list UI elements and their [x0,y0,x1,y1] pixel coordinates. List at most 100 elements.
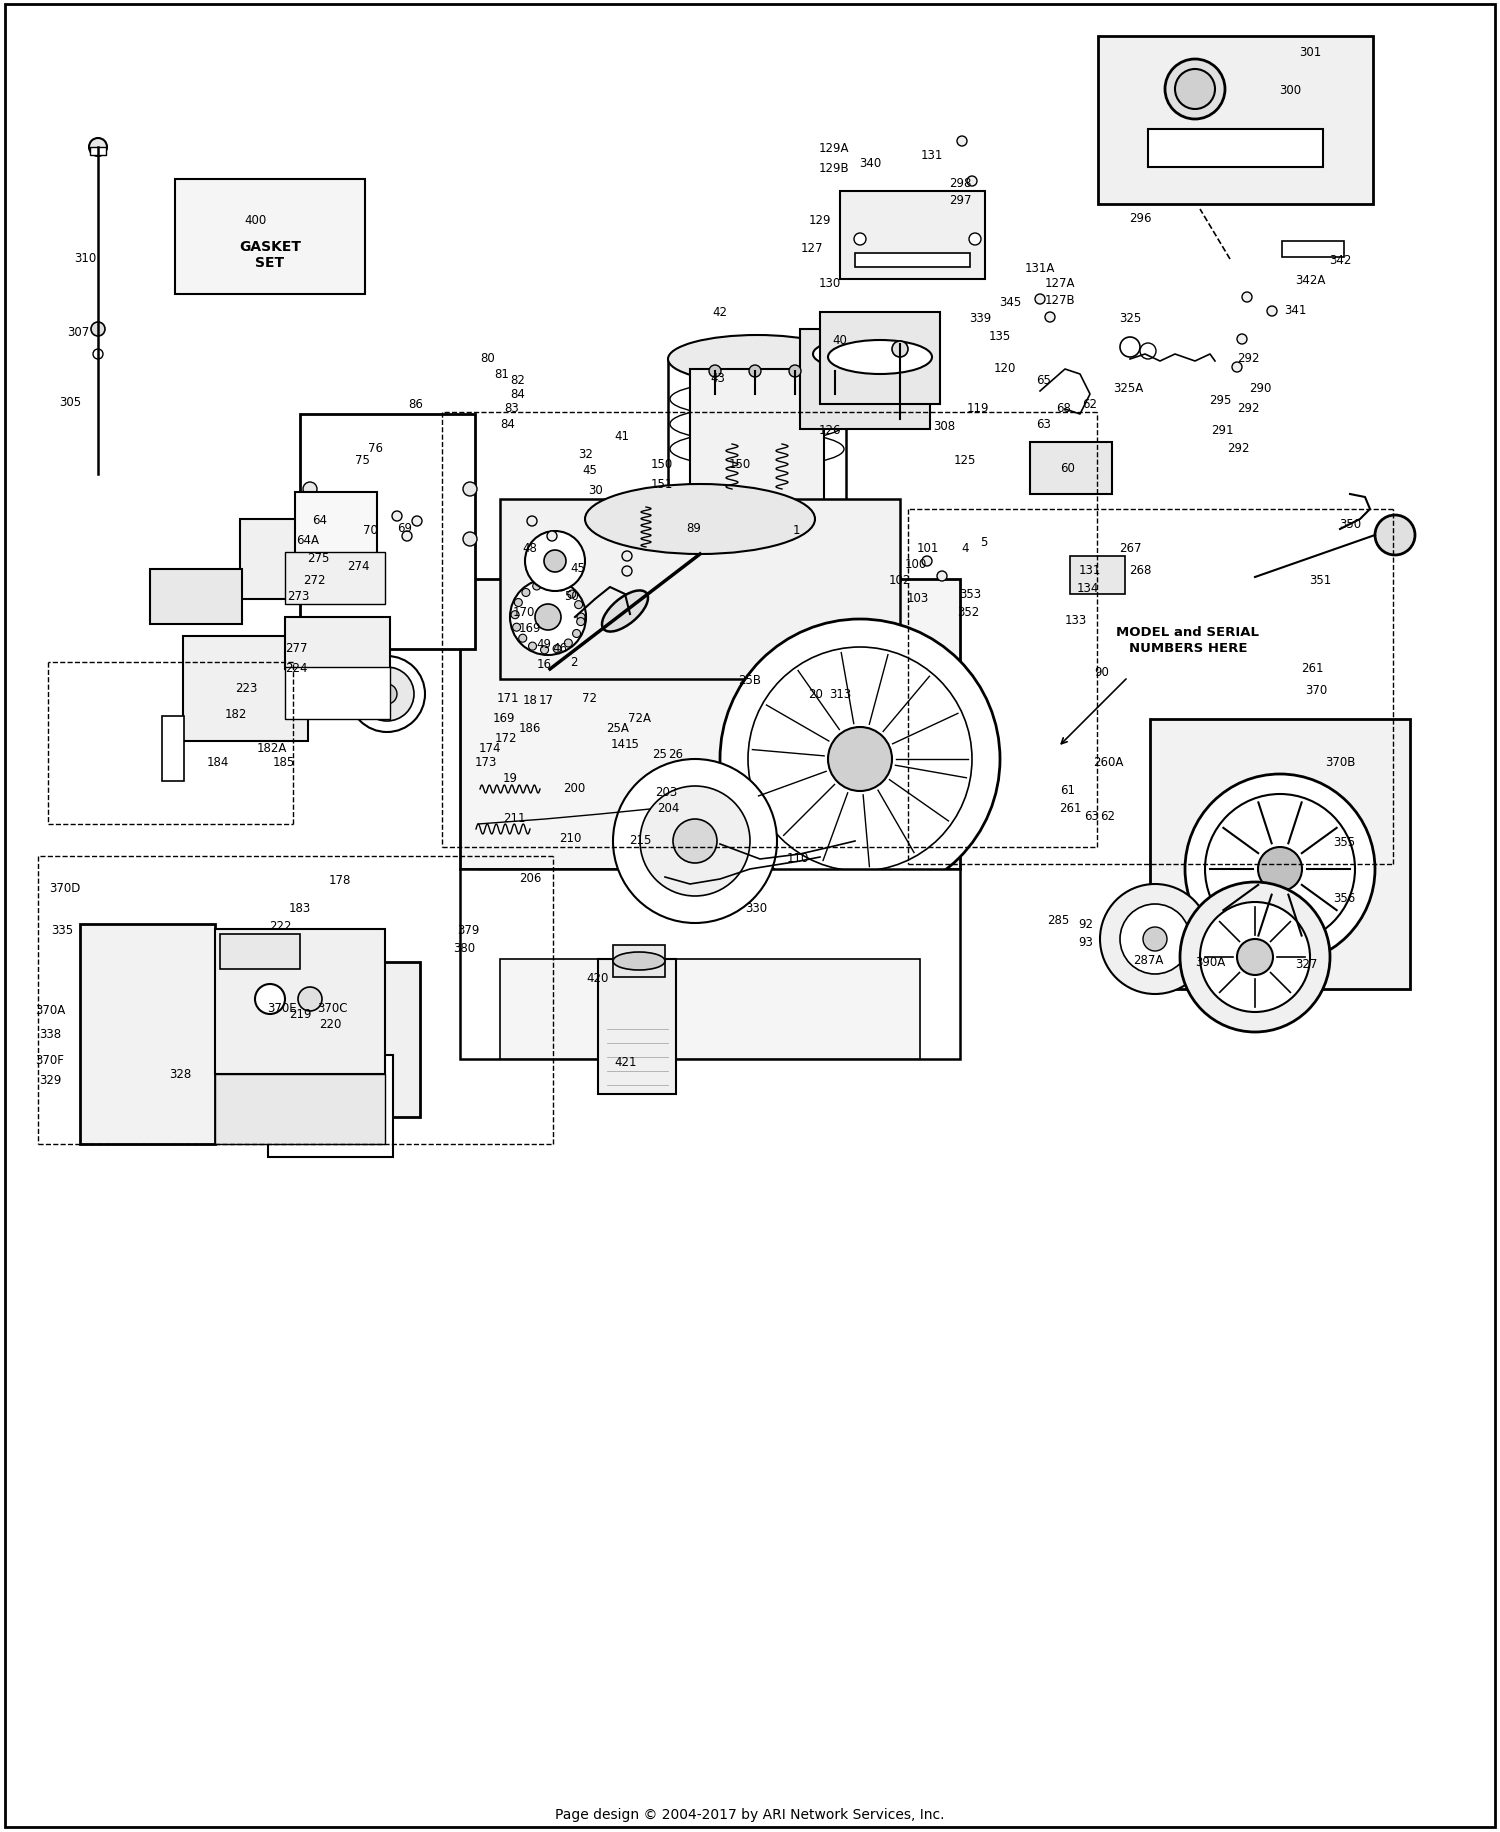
Text: 339: 339 [969,311,992,324]
Text: 129A: 129A [819,141,849,154]
Text: 335: 335 [51,923,74,936]
Text: 421: 421 [615,1055,638,1068]
Text: 83: 83 [504,401,519,414]
Text: 61: 61 [1060,782,1076,797]
Text: 135: 135 [988,330,1011,343]
Text: 81: 81 [495,366,510,381]
Circle shape [748,649,972,872]
Text: 305: 305 [58,396,81,409]
Text: 182: 182 [225,707,248,720]
Text: 46: 46 [552,641,567,654]
Text: 110: 110 [788,852,808,865]
Bar [1282,242,1344,258]
Bar [285,667,390,720]
Text: 151: 151 [651,478,674,491]
Circle shape [1242,293,1252,302]
Text: 356: 356 [1334,890,1354,903]
Bar [176,180,364,295]
Text: 1: 1 [792,524,800,537]
Text: 103: 103 [908,592,928,605]
Text: 296: 296 [1128,211,1150,224]
Text: 295: 295 [1209,394,1231,407]
Bar [500,960,920,1059]
Text: 274: 274 [346,559,369,572]
Text: 25: 25 [652,747,668,760]
Text: 70: 70 [363,524,378,537]
Text: 292: 292 [1236,352,1258,365]
Text: 48: 48 [522,540,537,555]
Circle shape [402,531,412,542]
Text: MODEL and SERIAL: MODEL and SERIAL [1116,625,1260,638]
Circle shape [303,533,316,546]
Bar [800,330,930,431]
Text: 342A: 342A [1294,273,1324,286]
Circle shape [622,551,632,562]
Bar [162,716,184,782]
Text: 291: 291 [1210,423,1233,436]
Text: 298: 298 [950,176,970,189]
Ellipse shape [602,592,648,632]
Text: 84: 84 [510,388,525,401]
Circle shape [1120,337,1140,357]
Text: 64A: 64A [297,533,320,546]
Text: 62: 62 [1083,398,1098,410]
Circle shape [1143,927,1167,951]
Circle shape [674,819,717,863]
Circle shape [554,645,561,654]
Text: 75: 75 [354,453,369,467]
Circle shape [567,590,576,599]
Bar [300,414,476,650]
Text: 313: 313 [830,689,850,702]
Ellipse shape [585,485,814,555]
Text: 379: 379 [458,923,478,936]
Text: 285: 285 [1047,912,1070,925]
Text: 43: 43 [711,372,726,385]
Circle shape [303,484,316,496]
Text: 290: 290 [1250,381,1270,394]
Text: 355: 355 [1334,835,1354,848]
Text: 25B: 25B [738,672,762,687]
Text: Page design © 2004-2017 by ARI Network Services, Inc.: Page design © 2004-2017 by ARI Network S… [555,1806,945,1821]
Bar [214,929,386,1074]
Text: 16: 16 [537,658,552,671]
Bar [821,313,940,405]
Circle shape [512,612,519,619]
Circle shape [922,557,932,566]
Text: 183: 183 [290,901,310,914]
Text: 310: 310 [74,251,96,264]
Text: 219: 219 [290,1008,312,1020]
Text: 2: 2 [570,656,578,669]
Circle shape [578,614,585,621]
Text: 307: 307 [68,326,88,339]
Text: 338: 338 [39,1028,62,1041]
Text: 204: 204 [657,801,680,813]
Text: 353: 353 [958,588,981,601]
Text: 100: 100 [904,559,927,572]
Text: 5: 5 [981,535,987,548]
Text: 390A: 390A [1196,954,1225,967]
Circle shape [1232,363,1242,372]
Text: 292: 292 [1227,442,1250,454]
Text: 352: 352 [957,605,980,617]
Text: 400: 400 [244,213,266,227]
Text: 370D: 370D [50,881,81,894]
Circle shape [640,786,750,896]
Circle shape [1035,295,1046,304]
Circle shape [255,984,285,1015]
Circle shape [830,366,842,377]
Circle shape [514,599,522,606]
Text: 268: 268 [1130,562,1150,577]
Circle shape [528,643,537,650]
Circle shape [558,584,566,592]
Ellipse shape [668,335,846,383]
Text: 186: 186 [519,722,542,735]
Text: 84: 84 [501,418,516,431]
Text: 101: 101 [916,540,939,555]
Circle shape [350,656,424,733]
Text: 222: 222 [268,920,291,932]
Bar [1150,720,1410,989]
Circle shape [968,178,976,187]
Text: 93: 93 [1078,934,1094,947]
Circle shape [525,531,585,592]
Text: 45: 45 [582,463,597,476]
